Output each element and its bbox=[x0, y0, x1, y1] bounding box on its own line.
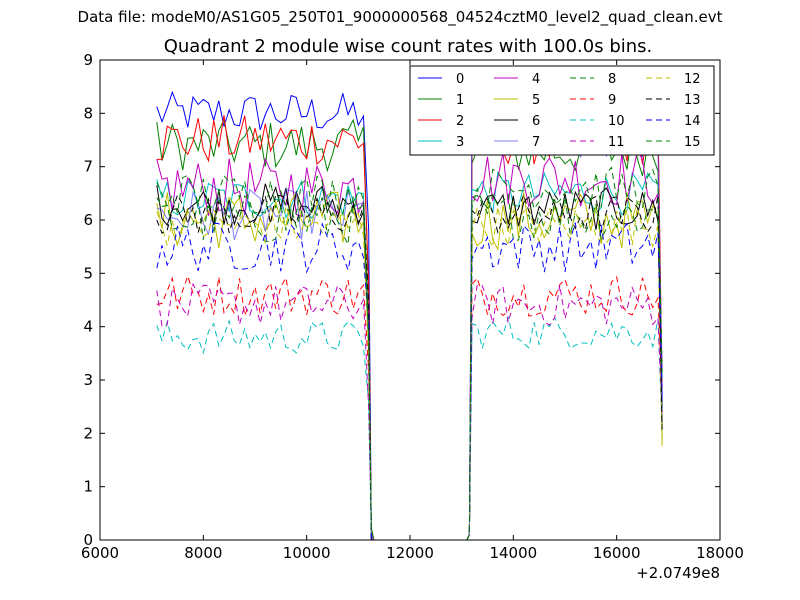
y-tick-label: 1 bbox=[83, 478, 93, 496]
legend-label-6: 6 bbox=[532, 114, 540, 129]
axis-layer: 6000 8000 10000 12000 14000 16000 180000123456… bbox=[81, 51, 744, 562]
legend-label-13: 13 bbox=[684, 93, 701, 108]
x-tick-label: 10000 bbox=[283, 544, 331, 562]
x-tick-label: 16000 bbox=[593, 544, 641, 562]
y-tick-label: 2 bbox=[83, 424, 93, 442]
legend-label-7: 7 bbox=[532, 135, 540, 150]
legend-box bbox=[409, 65, 715, 156]
legend-label-5: 5 bbox=[532, 93, 540, 108]
legend-label-8: 8 bbox=[608, 72, 616, 87]
x-tick-label: 12000 bbox=[386, 544, 434, 562]
figure-suptitle: Data file: modeM0/AS1G05_250T01_90000005… bbox=[77, 8, 723, 26]
x-offset-label: +2.0749e8 bbox=[636, 564, 720, 582]
y-tick-label: 3 bbox=[83, 371, 93, 389]
y-tick-label: 8 bbox=[83, 104, 93, 122]
x-tick-label: 8000 bbox=[184, 544, 222, 562]
y-tick-label: 4 bbox=[83, 318, 93, 336]
series-line-15 bbox=[156, 166, 663, 541]
y-tick-label: 6 bbox=[83, 211, 93, 229]
series-line-10 bbox=[156, 315, 663, 541]
legend-label-0: 0 bbox=[456, 72, 464, 87]
legend-label-15: 15 bbox=[684, 135, 701, 150]
y-tick-label: 0 bbox=[83, 531, 93, 549]
x-tick-label: 6000 bbox=[81, 544, 119, 562]
x-tick-label: 14000 bbox=[489, 544, 537, 562]
legend-label-12: 12 bbox=[684, 72, 701, 87]
legend-label-11: 11 bbox=[608, 135, 625, 150]
legend-label-9: 9 bbox=[608, 93, 616, 108]
legend-label-3: 3 bbox=[456, 135, 464, 150]
x-tick-label: 18000 bbox=[696, 544, 744, 562]
legend-label-4: 4 bbox=[532, 72, 540, 87]
chart-title: Quadrant 2 module wise count rates with … bbox=[163, 36, 653, 57]
series-layer bbox=[156, 90, 663, 541]
y-tick-label: 9 bbox=[83, 51, 93, 69]
series-line-11 bbox=[156, 282, 663, 541]
legend-label-10: 10 bbox=[608, 114, 625, 129]
legend-label-14: 14 bbox=[684, 114, 701, 129]
y-tick-label: 5 bbox=[83, 264, 93, 282]
y-tick-label: 7 bbox=[83, 158, 93, 176]
series-line-14 bbox=[156, 222, 663, 541]
legend-label-1: 1 bbox=[456, 93, 464, 108]
legend-label-2: 2 bbox=[456, 114, 464, 129]
